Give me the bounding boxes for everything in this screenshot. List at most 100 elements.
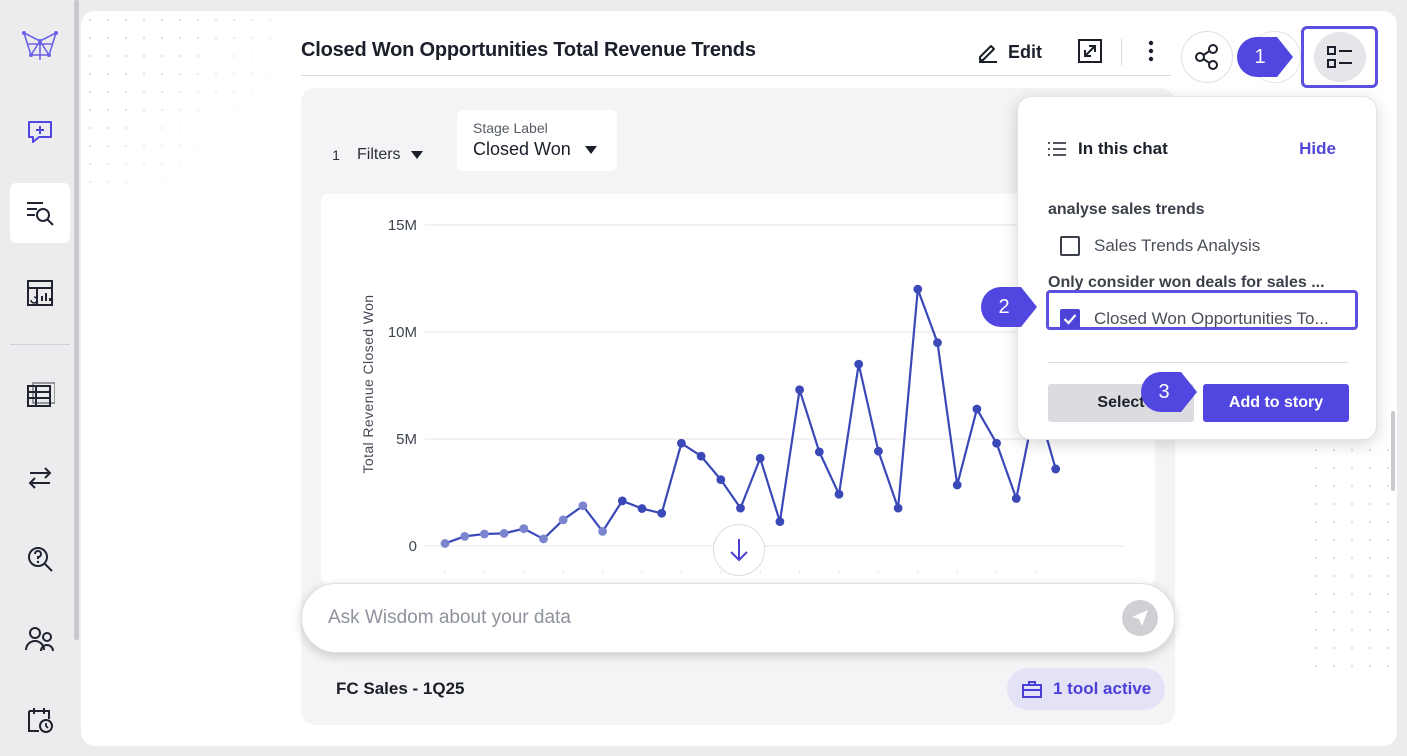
hide-button[interactable]: Hide xyxy=(1299,139,1336,158)
y-tick-label: 0 xyxy=(409,538,417,555)
data-point xyxy=(716,475,726,485)
step-badge-1: 1 xyxy=(1237,37,1293,77)
popover-title: In this chat xyxy=(1078,139,1168,158)
logo-icon[interactable] xyxy=(10,15,70,75)
dashboard-icon[interactable] xyxy=(10,263,70,323)
data-point xyxy=(499,528,509,538)
header-divider xyxy=(1121,39,1122,65)
series-line xyxy=(444,288,1057,545)
y-tick-label: 5M xyxy=(396,431,417,448)
in-this-chat-popover: In this chat Hide analyse sales trends S… xyxy=(1017,96,1377,440)
stage-filter-value: Closed Won xyxy=(473,139,571,159)
toolbox-icon xyxy=(1022,681,1042,698)
list-icon xyxy=(1048,142,1066,156)
users-icon[interactable] xyxy=(10,609,70,669)
new-chat-icon[interactable] xyxy=(10,102,70,162)
share-button[interactable] xyxy=(1181,31,1233,83)
group-label: analyse sales trends xyxy=(1048,201,1205,218)
data-point xyxy=(736,503,745,513)
transfer-icon[interactable] xyxy=(10,448,70,508)
ask-input[interactable] xyxy=(328,584,1088,652)
chat-contents-toggle[interactable] xyxy=(1301,26,1378,88)
data-point xyxy=(558,515,568,525)
step-badge-label: 3 xyxy=(1158,381,1170,403)
data-point xyxy=(814,447,824,457)
step-badge-label: 1 xyxy=(1254,46,1266,68)
data-point xyxy=(440,539,450,548)
filters-button[interactable]: 1 Filters xyxy=(325,146,423,164)
send-button[interactable] xyxy=(1122,600,1158,636)
share-icon xyxy=(1195,44,1218,70)
main-card: Closed Won Opportunities Total Revenue T… xyxy=(81,11,1397,746)
search-list-icon[interactable] xyxy=(10,183,70,243)
list-item[interactable]: Closed Won Opportunities To... xyxy=(1060,309,1329,329)
filters-count: 1 xyxy=(332,147,340,163)
more-options-button[interactable] xyxy=(1139,37,1163,65)
data-point xyxy=(854,359,864,369)
data-point xyxy=(893,503,903,513)
data-point xyxy=(657,508,667,518)
send-icon xyxy=(1132,610,1148,626)
chat-panel: 1 Filters Stage Label Closed Won 0 5M 10M 1… xyxy=(301,88,1175,725)
table-icon[interactable] xyxy=(10,366,70,426)
decorative-dots-right xyxy=(1307,441,1397,671)
checkbox[interactable] xyxy=(1060,236,1080,256)
tool-active-badge[interactable]: 1 tool active xyxy=(1007,668,1166,710)
caret-down-icon xyxy=(584,145,597,154)
highlight-frame xyxy=(1046,290,1358,330)
scroll-down-button[interactable] xyxy=(713,524,765,576)
data-point xyxy=(992,438,1001,448)
data-point xyxy=(460,531,470,541)
arrow-down-icon xyxy=(730,539,748,562)
checkbox-checked[interactable] xyxy=(1060,309,1080,329)
data-point xyxy=(755,453,765,463)
stage-filter-dropdown[interactable]: Stage Label Closed Won xyxy=(457,110,617,171)
popover-header: In this chat xyxy=(1048,139,1168,159)
list-item[interactable]: Sales Trends Analysis xyxy=(1060,236,1260,256)
group-label: Only consider won deals for sales ... xyxy=(1048,274,1325,291)
question-search-icon[interactable] xyxy=(10,528,70,588)
data-point xyxy=(775,517,785,527)
data-point xyxy=(952,480,962,490)
tool-badge-label: 1 tool active xyxy=(1053,679,1152,698)
schedule-icon[interactable] xyxy=(10,690,70,750)
dataset-name: FC Sales - 1Q25 xyxy=(336,679,465,698)
y-tick-labels: 0 5M 10M 15M xyxy=(388,217,417,555)
data-point xyxy=(539,534,548,544)
y-tick-label: 15M xyxy=(388,217,417,234)
data-point xyxy=(834,489,844,499)
data-point xyxy=(972,404,982,414)
data-point xyxy=(696,451,706,461)
popover-divider xyxy=(1048,362,1348,363)
data-point xyxy=(617,496,627,506)
expand-button[interactable] xyxy=(1076,37,1104,65)
main-scrollbar[interactable] xyxy=(1391,411,1395,491)
data-point xyxy=(874,446,883,456)
data-point xyxy=(578,501,588,511)
kebab-icon xyxy=(1148,40,1154,62)
data-point xyxy=(637,504,647,513)
rail-divider xyxy=(10,344,70,345)
step-badge-3: 3 xyxy=(1141,372,1197,412)
pencil-icon xyxy=(979,45,997,63)
data-point xyxy=(519,524,529,534)
data-point xyxy=(795,385,804,395)
stage-filter-label: Stage Label xyxy=(473,120,548,136)
add-to-story-button[interactable]: Add to story xyxy=(1203,384,1349,422)
stage-filter-value-row: Closed Won xyxy=(473,139,601,160)
series-points xyxy=(440,284,1061,548)
title-divider xyxy=(301,75,1171,76)
rail-scrollbar[interactable] xyxy=(74,0,79,640)
step-badge-label: 2 xyxy=(998,296,1010,318)
check-icon xyxy=(1063,314,1077,325)
edit-button[interactable]: Edit xyxy=(976,37,1042,67)
data-point xyxy=(480,529,489,539)
left-rail xyxy=(0,0,80,756)
page-title: Closed Won Opportunities Total Revenue T… xyxy=(301,39,756,61)
chart-grid xyxy=(425,224,1125,547)
ask-box xyxy=(301,583,1175,653)
y-axis-label: Total Revenue Closed Won xyxy=(360,295,376,474)
data-point xyxy=(677,438,686,448)
data-point xyxy=(598,527,607,536)
edit-label: Edit xyxy=(1008,41,1042,62)
